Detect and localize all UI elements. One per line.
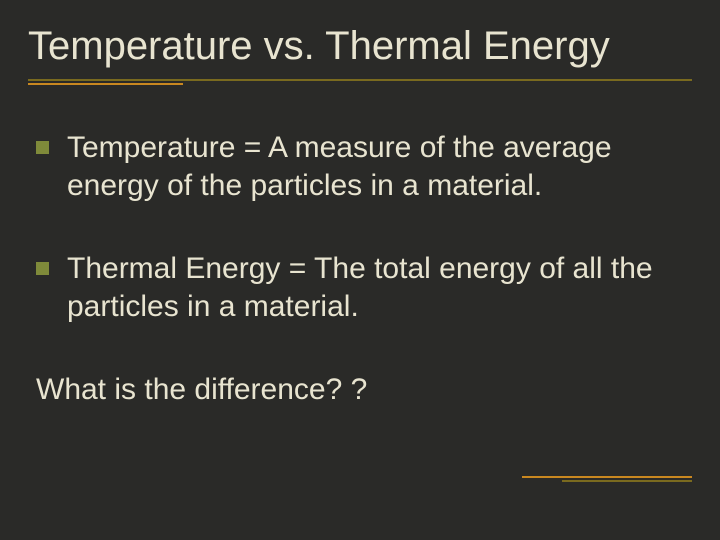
footer-line-bottom [562, 480, 692, 482]
underline-accent [28, 83, 183, 85]
footer-line-top [522, 476, 692, 478]
footer-accent [522, 476, 692, 484]
slide-body: Temperature = A measure of the average e… [28, 129, 692, 409]
bullet-item: Thermal Energy = The total energy of all… [36, 250, 684, 327]
underline-main [28, 79, 692, 81]
bullet-item: Temperature = A measure of the average e… [36, 129, 684, 206]
square-bullet-icon [36, 262, 49, 275]
slide: Temperature vs. Thermal Energy Temperatu… [0, 0, 720, 540]
question-text: What is the difference? ? [36, 371, 684, 409]
square-bullet-icon [36, 141, 49, 154]
title-underline [28, 79, 692, 89]
slide-title: Temperature vs. Thermal Energy [28, 24, 692, 69]
bullet-text: Temperature = A measure of the average e… [67, 129, 684, 206]
bullet-text: Thermal Energy = The total energy of all… [67, 250, 684, 327]
